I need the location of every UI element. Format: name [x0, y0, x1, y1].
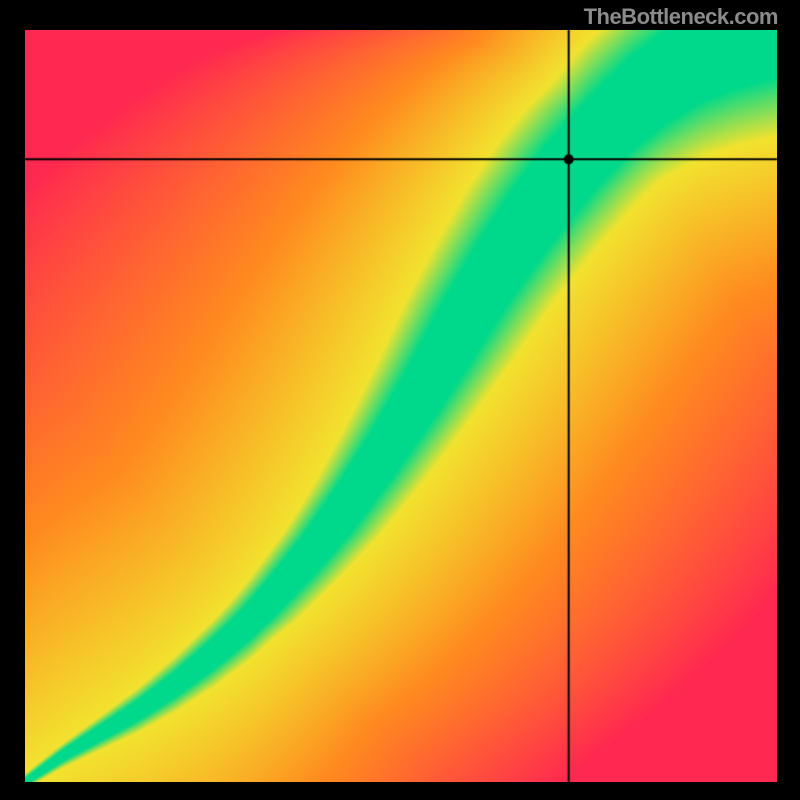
- chart-container: TheBottleneck.com: [0, 0, 800, 800]
- watermark-text: TheBottleneck.com: [584, 4, 778, 30]
- crosshair-overlay: [0, 0, 800, 800]
